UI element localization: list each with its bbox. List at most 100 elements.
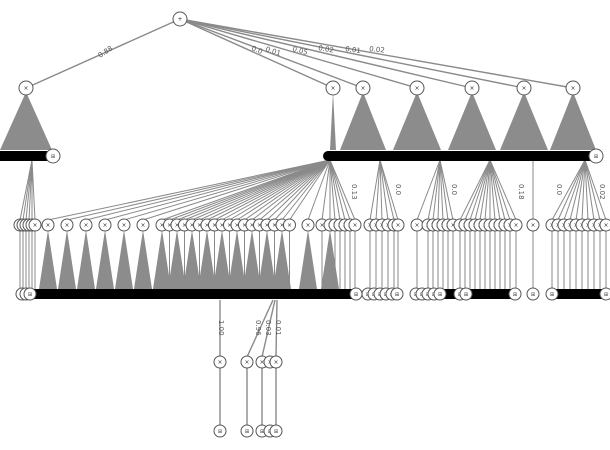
edge-label: 0.03: [264, 320, 272, 336]
leaf-node-circle: [390, 287, 404, 301]
product-node-symbol: ×: [234, 222, 239, 229]
edge: [191, 159, 331, 221]
edge-label: 0.02: [598, 184, 606, 200]
edge: [199, 159, 331, 221]
edge: [474, 159, 491, 221]
product-node: ×: [526, 218, 540, 232]
edge-fan: [321, 230, 339, 289]
edge: [123, 159, 331, 221]
product-node-circle: [355, 80, 371, 96]
edge: [439, 159, 454, 221]
edge: [581, 159, 586, 221]
leaf-node-symbol: ⊞: [218, 429, 222, 435]
product-node: ×: [98, 218, 112, 232]
product-node: ×: [60, 218, 74, 232]
edge: [584, 159, 589, 221]
edge: [563, 159, 586, 221]
leaf-node-circle: [433, 287, 447, 301]
edge: [321, 159, 331, 221]
product-node-symbol: ×: [212, 222, 217, 229]
leaf-node-circle: [526, 287, 540, 301]
product-node-circle: [565, 80, 581, 96]
edge-fan: [550, 92, 596, 150]
product-node-symbol: ×: [159, 222, 164, 229]
edge-label: 0.0: [250, 44, 263, 56]
edge-labels: 0.88 0.0 0.01 0.05 0.02 0.01 0.02 0.13 0…: [97, 44, 606, 336]
edge-label: 0.01: [345, 45, 362, 55]
product-node-symbol: ×: [167, 222, 172, 229]
edge: [289, 159, 331, 221]
product-node-symbol: ×: [521, 85, 526, 92]
edge: [329, 159, 351, 221]
product-node-circle: [79, 218, 93, 232]
product-node-symbol: ×: [305, 222, 310, 229]
product-node: ×: [240, 355, 254, 369]
leaf-node-circle: [45, 148, 61, 164]
product-node: ×: [599, 218, 610, 232]
product-node-circle: [526, 218, 540, 232]
edge-label: 0.02: [369, 45, 385, 55]
edge-fan: [228, 230, 246, 289]
edge-label: 0.18: [517, 184, 525, 200]
product-node-circle: [18, 80, 34, 96]
edge-fans: [0, 92, 596, 150]
edge: [427, 159, 441, 221]
edge: [104, 159, 331, 221]
edge: [459, 159, 491, 221]
product-node-circle: [325, 80, 341, 96]
root-sum-node: +: [172, 11, 188, 27]
product-node-symbol: ×: [102, 222, 107, 229]
root-edges: [25, 18, 574, 89]
deep-edges: [219, 299, 278, 426]
product-node-circle: [348, 218, 362, 232]
edge-label: 0.88: [97, 44, 114, 59]
edge: [179, 18, 364, 89]
product-node-symbol: ×: [603, 222, 608, 229]
product-node-symbol: ×: [217, 359, 222, 366]
edge: [479, 159, 491, 221]
leaf-node-symbol: ⊞: [28, 292, 32, 298]
edge: [246, 299, 274, 358]
product-node-circle: [240, 355, 254, 369]
edge: [484, 159, 491, 221]
edge: [329, 159, 341, 221]
product-node-symbol: ×: [352, 222, 357, 229]
edge: [489, 159, 511, 221]
edge: [229, 159, 331, 221]
product-node-circle: [509, 218, 523, 232]
leaf-node-circle: [599, 287, 610, 301]
product-node-circle: [283, 218, 296, 232]
edge: [557, 159, 586, 221]
edge: [206, 159, 331, 221]
edge-fan: [273, 230, 291, 289]
edge: [266, 159, 331, 221]
edge: [379, 159, 389, 221]
product-node-symbol: ×: [272, 222, 277, 229]
product-node-symbol: ×: [259, 359, 264, 366]
product-node-symbol: ×: [319, 222, 324, 229]
edge: [329, 159, 346, 221]
product-node-symbol: ×: [287, 222, 292, 229]
leaf-node-circle: [588, 148, 604, 164]
product-node-symbol: ×: [330, 85, 335, 92]
edge: [369, 159, 381, 221]
product-node-symbol: ×: [189, 222, 194, 229]
product-node: ×: [410, 218, 424, 232]
product-node-symbol: ×: [264, 222, 269, 229]
product-node-symbol: ×: [279, 222, 284, 229]
edge: [142, 159, 331, 221]
edge: [281, 159, 331, 221]
edge-fan: [198, 230, 216, 289]
leaf-node-symbol: ⊞: [594, 154, 598, 160]
edge: [25, 18, 181, 89]
edge-fan: [299, 230, 317, 289]
leaf-node-symbol: ⊞: [438, 292, 442, 298]
product-node-circle: [301, 218, 315, 232]
low-edges: [19, 230, 607, 289]
leaf-node: ⊞: [588, 148, 604, 164]
product-node-circle: [409, 80, 425, 96]
edge: [179, 18, 418, 89]
leaf-node: ⊞: [390, 287, 404, 301]
edge-fan: [153, 230, 171, 289]
edge-fan: [39, 230, 57, 289]
